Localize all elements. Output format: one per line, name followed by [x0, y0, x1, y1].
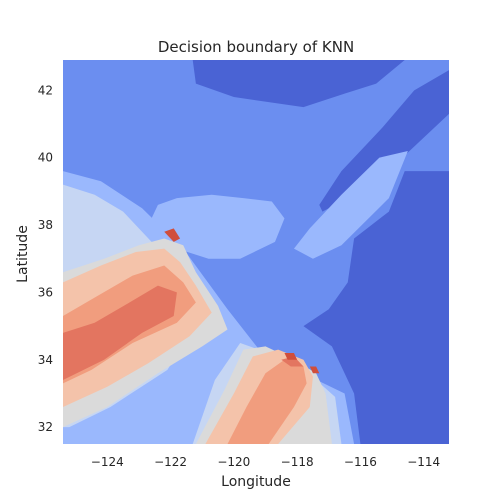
decision-region-level-0	[303, 171, 449, 444]
x-tick-label: −116	[344, 455, 377, 469]
y-tick-label: 34	[38, 353, 53, 367]
decision-region-level-0	[319, 70, 449, 212]
y-tick-label: 36	[38, 285, 53, 299]
decision-region-level-0	[192, 60, 405, 108]
decision-region-level-7	[63, 285, 177, 380]
decision-region-level-2	[148, 194, 285, 259]
decision-region-level-8	[284, 353, 298, 360]
x-tick-label: −114	[407, 455, 440, 469]
x-tick-label: −118	[281, 455, 314, 469]
y-tick-label: 42	[38, 83, 53, 97]
decision-region-level-8	[309, 366, 320, 374]
decision-region-level-6	[227, 359, 307, 444]
y-axis-label: Latitude	[15, 225, 31, 283]
decision-regions	[63, 60, 449, 444]
y-axis-ticks: 32 34 36 38 40 42	[38, 83, 53, 434]
x-axis-ticks: −124 −122 −120 −118 −116 −114	[91, 455, 440, 469]
decision-region-level-8	[164, 228, 181, 242]
plot-area	[63, 60, 449, 444]
decision-region-level-2	[293, 150, 408, 259]
y-tick-label: 38	[38, 218, 53, 232]
y-tick-label: 40	[38, 151, 53, 165]
decision-region-level-7	[281, 356, 304, 367]
x-axis-label: Longitude	[221, 474, 291, 490]
x-tick-label: −120	[217, 455, 250, 469]
x-tick-label: −124	[91, 455, 124, 469]
chart-title: Decision boundary of KNN	[158, 38, 354, 56]
x-tick-label: −122	[154, 455, 187, 469]
y-tick-label: 32	[38, 420, 53, 434]
